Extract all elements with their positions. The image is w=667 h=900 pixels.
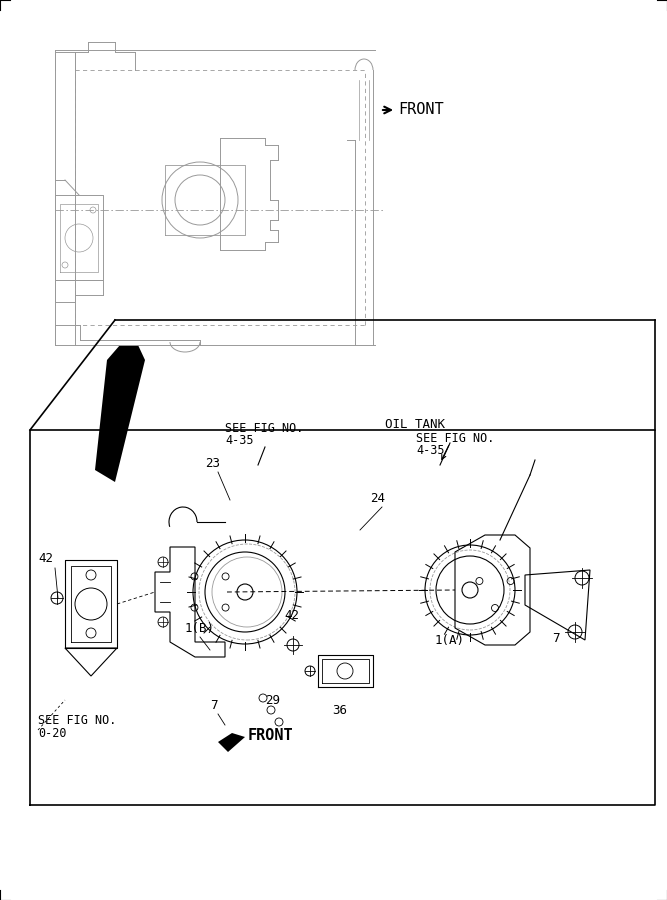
Text: 7: 7: [210, 699, 217, 712]
Text: OIL TANK: OIL TANK: [385, 418, 445, 431]
Text: SEE FIG NO.: SEE FIG NO.: [225, 422, 303, 435]
Text: SEE FIG NO.: SEE FIG NO.: [416, 432, 494, 445]
Text: 4-35: 4-35: [416, 444, 444, 457]
Text: 1(B): 1(B): [185, 622, 215, 635]
Text: 4-35: 4-35: [225, 434, 253, 447]
Text: FRONT: FRONT: [248, 728, 293, 743]
Text: 24: 24: [370, 492, 385, 505]
Text: 1(A): 1(A): [435, 634, 465, 647]
Text: 23: 23: [205, 457, 220, 470]
Text: 7: 7: [552, 632, 560, 645]
Text: 36: 36: [332, 704, 347, 717]
Text: 29: 29: [265, 694, 280, 707]
Polygon shape: [95, 345, 145, 482]
Text: SEE FIG NO.: SEE FIG NO.: [38, 714, 116, 727]
Text: 42: 42: [284, 609, 299, 622]
Text: 42: 42: [38, 552, 53, 565]
Text: FRONT: FRONT: [398, 103, 444, 118]
Polygon shape: [218, 733, 245, 752]
Text: 0-20: 0-20: [38, 727, 67, 740]
